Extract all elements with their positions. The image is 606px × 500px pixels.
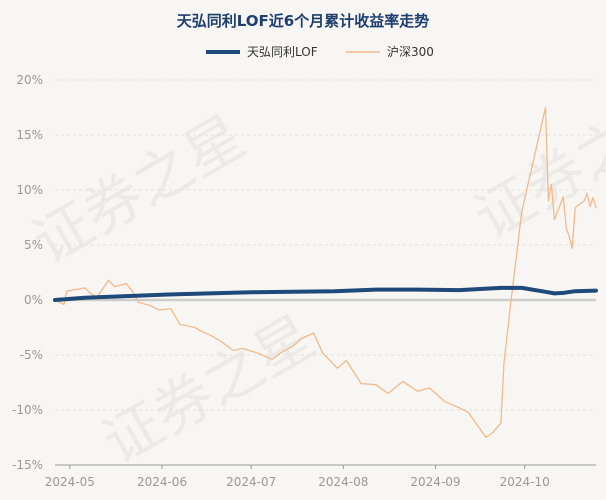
y-tick-label: 15%	[16, 128, 43, 142]
y-tick-label: 0%	[24, 293, 43, 307]
y-axis: -15% -10% -5% 0% 5% 10% 15% 20%	[12, 73, 43, 472]
y-tick-label: -15%	[12, 458, 43, 472]
chart-title: 天弘同利LOF近6个月累计收益率走势	[177, 12, 429, 30]
series-line-fund	[53, 285, 598, 302]
x-tick-label: 2024-05	[45, 475, 95, 489]
x-tick-label: 2024-09	[410, 475, 460, 489]
y-tick-label: 5%	[24, 238, 43, 252]
y-tick-label: 10%	[16, 183, 43, 197]
watermark-layer: 证券之星 证券之星 证券之星	[21, 77, 606, 477]
x-tick-label: 2024-10	[500, 475, 550, 489]
series-line-index	[54, 106, 597, 439]
x-tick-label: 2024-07	[226, 475, 276, 489]
legend: 天弘同利LOF 沪深300	[206, 45, 434, 59]
legend-label-fund: 天弘同利LOF	[247, 45, 318, 59]
series-layer	[53, 106, 598, 439]
x-tick-label: 2024-06	[137, 475, 187, 489]
y-tick-label: -5%	[20, 348, 43, 362]
watermark-text-2: 证券之星	[91, 302, 326, 477]
y-tick-label: -10%	[12, 403, 43, 417]
legend-label-index: 沪深300	[387, 45, 434, 59]
x-axis: 2024-05 2024-06 2024-07 2024-08 2024-09 2024-…	[45, 464, 596, 489]
watermark-text-3: 证券之星	[463, 77, 606, 252]
x-tick-label: 2024-08	[318, 475, 368, 489]
y-tick-label: 20%	[16, 73, 43, 87]
